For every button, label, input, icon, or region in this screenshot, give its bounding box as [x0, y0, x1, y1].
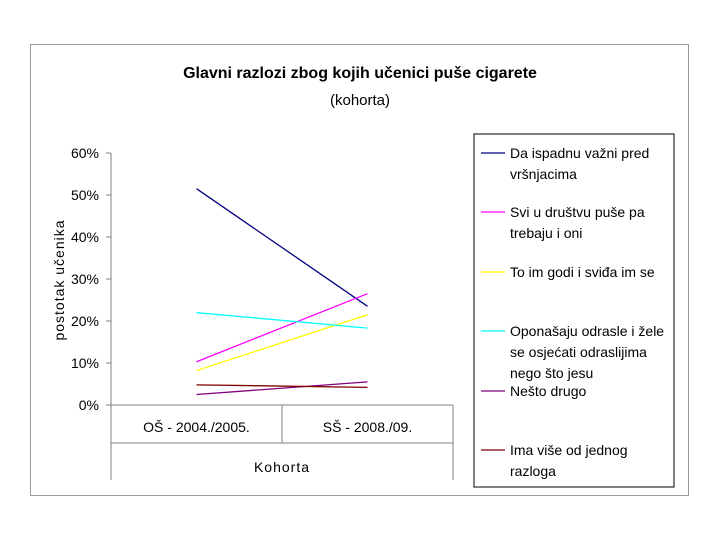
chart-title: Glavni razlozi zbog kojih učenici puše c…	[183, 65, 537, 82]
legend-item-6: Ima više od jednog razloga	[481, 442, 628, 479]
legend-item-5: Nešto drugo	[481, 383, 586, 399]
y-tick-label: 50%	[71, 187, 99, 203]
x-axis-label: Kohorta	[254, 459, 310, 475]
x-category-label: SŠ - 2008./09.	[323, 419, 413, 435]
legend-box	[473, 133, 675, 488]
legend-label: Nešto drugo	[510, 383, 586, 399]
series-line-5	[196, 381, 368, 396]
series-lines	[196, 188, 368, 396]
legend-item-3: To im godi i sviđa im se	[481, 264, 655, 280]
y-axis-label: postotak učenika	[51, 219, 67, 340]
series-line-1	[196, 188, 368, 307]
legend-label: Ima više od jednog razloga	[510, 442, 628, 479]
y-tick-label: 30%	[71, 271, 99, 287]
legend-label: To im godi i sviđa im se	[510, 264, 655, 280]
legend-item-2: Svi u društvu puše pa trebaju i oni	[481, 204, 645, 241]
legend: Da ispadnu važni pred vršnjacima Svi u dru…	[481, 145, 664, 479]
legend-label: Svi u društvu puše pa trebaju i oni	[510, 204, 645, 241]
y-tick-labels: 0% 10% 20% 30% 40% 50% 60%	[71, 145, 111, 413]
x-category-label: OŠ - 2004./2005.	[143, 419, 250, 435]
legend-item-4: Oponašaju odrasle i žele se osjećati odra…	[481, 323, 664, 381]
series-line-6	[196, 384, 368, 389]
chart-subtitle: (kohorta)	[330, 92, 390, 109]
legend-item-1: Da ispadnu važni pred vršnjacima	[481, 145, 649, 182]
legend-label: Oponašaju odrasle i žele se osjećati odra…	[510, 323, 664, 381]
chart-frame	[30, 44, 689, 496]
y-tick-label: 10%	[71, 355, 99, 371]
axes	[110, 153, 454, 480]
legend-label: Da ispadnu važni pred vršnjacima	[510, 145, 649, 182]
series-line-4	[196, 311, 368, 329]
series-line-3	[196, 314, 368, 372]
series-line-2	[196, 293, 368, 363]
y-tick-label: 60%	[71, 145, 99, 161]
x-category-labels: OŠ - 2004./2005. SŠ - 2008./09.	[143, 419, 412, 435]
y-tick-label: 20%	[71, 313, 99, 329]
y-tick-label: 0%	[79, 397, 99, 413]
y-tick-label: 40%	[71, 229, 99, 245]
